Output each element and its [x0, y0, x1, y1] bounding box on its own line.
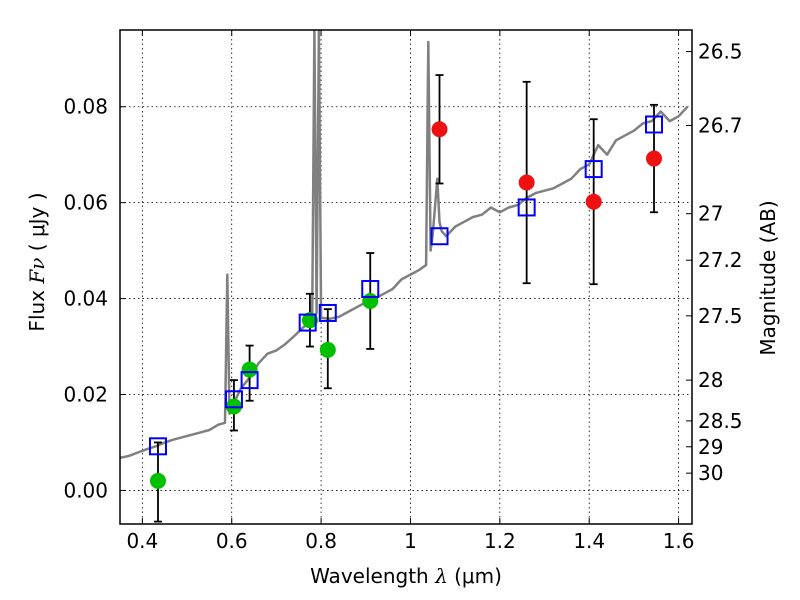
model-photometry-square	[148, 437, 167, 456]
magnitude-tick-label: 26.7	[698, 113, 743, 137]
x-tick-label: 1.2	[484, 529, 516, 553]
nir-observed-point	[518, 174, 535, 191]
optical-observed-point	[241, 361, 258, 378]
x-tick-label: 0.6	[216, 529, 248, 553]
axis-ticks	[120, 30, 692, 524]
observed-points	[149, 121, 663, 489]
y-tick-label: 0.08	[63, 95, 108, 119]
magnitude-tick-label: 27.2	[698, 248, 743, 272]
x-tick-label: 1.6	[663, 529, 695, 553]
model-photometry-square	[517, 198, 536, 217]
model-photometry-square	[645, 115, 664, 134]
nir-observed-point	[585, 193, 602, 210]
model-photometry-square	[318, 303, 337, 322]
x-tick-label: 1	[404, 529, 417, 553]
magnitude-tick-label: 30	[698, 461, 723, 485]
model-photometry-square	[584, 160, 603, 179]
y-tick-label: 0.02	[63, 383, 108, 407]
optical-observed-point	[319, 341, 336, 358]
magnitude-tick-label: 28	[698, 368, 723, 392]
model-spectrum-line	[120, 30, 689, 460]
y-tick-label: 0.06	[63, 191, 108, 215]
optical-observed-point	[301, 312, 318, 329]
tick-labels: 0.4 0.6 0.8 1 1.2 1.4 1.6 0.00 0.02 0.04 0.06 0.08 2…	[63, 40, 742, 553]
magnitude-tick-label: 28.5	[698, 409, 743, 433]
x-tick-label: 0.8	[305, 529, 337, 553]
x-tick-label: 0.4	[126, 529, 158, 553]
model-photometry-square	[224, 390, 243, 409]
y-tick-label: 0.04	[63, 287, 108, 311]
magnitude-tick-label: 26.5	[698, 40, 743, 64]
model-photometry-square	[361, 279, 380, 298]
x-axis-label: Wavelength λ (μm)	[310, 564, 502, 588]
magnitude-tick-label: 29	[698, 435, 723, 459]
magnitude-tick-label: 27	[698, 202, 723, 226]
model-photometry-square	[298, 313, 317, 332]
grid-lines	[120, 30, 692, 524]
optical-observed-point	[149, 472, 166, 489]
model-spectrum	[120, 30, 689, 460]
optical-observed-point	[362, 292, 379, 309]
model-photometry-square	[430, 227, 449, 246]
right-y-axis-label: Magnitude (AB)	[756, 200, 780, 355]
model-photometry-square	[240, 371, 259, 390]
model-photometry-points	[148, 115, 664, 456]
magnitude-tick-label: 27.5	[698, 304, 743, 328]
y-axis-label: Flux Fν ( μJy )	[25, 192, 49, 331]
plot-frame	[119, 29, 693, 525]
error-bars	[153, 74, 659, 523]
y-tick-label: 0.00	[63, 478, 108, 502]
nir-observed-point	[431, 121, 448, 138]
x-tick-label: 1.4	[573, 529, 605, 553]
nir-observed-point	[646, 150, 663, 167]
